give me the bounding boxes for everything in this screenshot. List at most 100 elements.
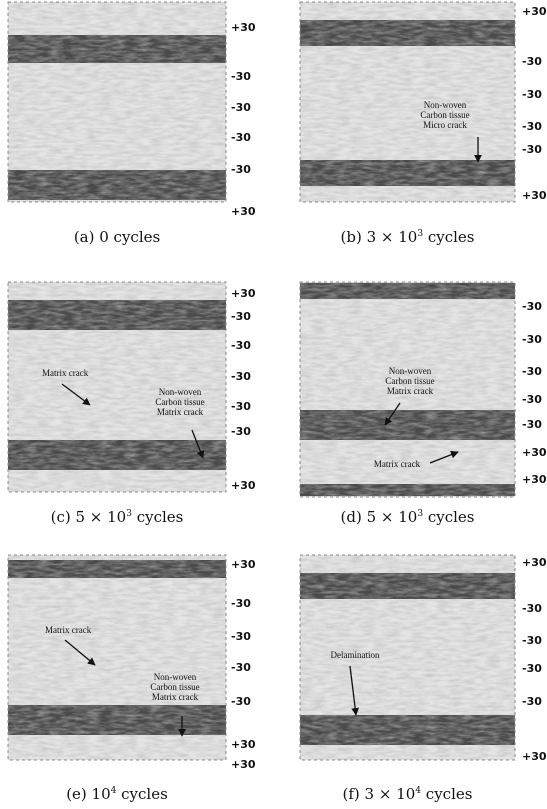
ply-label: -30: [231, 661, 251, 674]
ply-label: +30: [522, 750, 547, 763]
annotation-text: Non-woven: [159, 387, 202, 397]
ply-label: +30: [231, 479, 256, 492]
annotation-arrow: [384, 402, 401, 426]
caption-text: (a) 0 cycles: [74, 228, 160, 246]
caption-tail: cycles: [423, 508, 474, 526]
annotation-text: Carbon tissue: [155, 397, 204, 407]
micrograph-panel: +30 -30 -30 -30 -30 +30 +30 Matrix crack Non-wov…: [7, 554, 256, 803]
caption-tail: cycles: [423, 228, 474, 246]
ply-label: +30: [231, 205, 256, 218]
micrograph-texture: [300, 555, 515, 760]
annotation-text: Carbon tissue: [150, 682, 199, 692]
ply-label: -30: [522, 365, 542, 378]
caption-text: (c) 5 × 10: [51, 508, 127, 526]
caption-exponent: 3: [417, 509, 423, 519]
ply-label: +30: [522, 446, 547, 459]
annotation-text: Non-woven: [154, 672, 197, 682]
caption-tail: cycles: [421, 785, 472, 803]
annotation-text: Non-woven: [424, 100, 467, 110]
caption-exponent: 4: [415, 786, 421, 796]
annotation-arrow: [61, 383, 91, 406]
ply-label: -30: [231, 339, 251, 352]
ply-label: -30: [522, 300, 542, 313]
ply-label: +30: [231, 758, 256, 771]
ply-label: +30: [231, 738, 256, 751]
caption-exponent: 4: [111, 786, 117, 796]
ply-label: +30: [522, 189, 547, 202]
caption: (c) 5 × 103 cycles: [51, 508, 184, 526]
annotation-arrow: [64, 639, 96, 666]
caption-text: (f) 3 × 10: [343, 785, 416, 803]
ply-label: -30: [231, 597, 251, 610]
caption-exponent: 3: [126, 509, 132, 519]
ply-label: -30: [231, 310, 251, 323]
caption-tail: cycles: [116, 785, 167, 803]
annotation-text: Matrix crack: [45, 625, 92, 635]
ply-label: -30: [231, 425, 251, 438]
ply-label: -30: [231, 400, 251, 413]
micrograph-panel: +30 -30 -30 -30 -30 +30 Delamination (f) 3 × 10…: [299, 554, 547, 803]
caption: (a) 0 cycles: [74, 228, 160, 246]
micrograph-texture: [8, 2, 226, 202]
caption: (e) 104 cycles: [66, 785, 168, 803]
ply-label: -30: [522, 333, 542, 346]
micrograph-texture: [8, 555, 226, 760]
ply-label: -30: [522, 418, 542, 431]
annotation-text: Matrix crack: [374, 459, 421, 469]
annotation-text: Micro crack: [423, 120, 467, 130]
ply-label: -30: [231, 101, 251, 114]
ply-label: -30: [522, 695, 542, 708]
annotation-text: Delamination: [331, 650, 380, 660]
ply-label: -30: [231, 630, 251, 643]
annotation-arrow: [191, 429, 205, 459]
ply-label: -30: [231, 695, 251, 708]
annotation-text: Carbon tissue: [420, 110, 469, 120]
ply-label: -30: [231, 163, 251, 176]
annotation-text: Matrix crack: [157, 407, 204, 417]
ply-label: +30: [231, 558, 256, 571]
ply-label: -30: [522, 120, 542, 133]
micrograph-panel: +30 -30 -30 -30 -30 -30 +30 Matrix crack Non-wov…: [7, 281, 256, 526]
micrograph-frame: [299, 1, 516, 203]
micrograph-texture: [300, 282, 515, 497]
annotation-text: Non-woven: [389, 366, 432, 376]
micrograph-texture: [300, 2, 515, 202]
annotation-text: Matrix crack: [152, 692, 199, 702]
caption-text: (d) 5 × 10: [341, 508, 418, 526]
ply-label: -30: [522, 634, 542, 647]
micrograph-frame: [7, 554, 227, 761]
caption: (b) 3 × 103 cycles: [341, 228, 475, 246]
micrograph-frame: [7, 281, 227, 493]
annotation-arrow: [349, 665, 360, 716]
caption-text: (b) 3 × 10: [341, 228, 418, 246]
caption: (d) 5 × 103 cycles: [341, 508, 475, 526]
ply-label: -30: [522, 55, 542, 68]
ply-label: -30: [522, 662, 542, 675]
annotation-text: Matrix crack: [387, 386, 434, 396]
ply-label: -30: [231, 131, 251, 144]
annotation-text: Matrix crack: [42, 368, 89, 378]
caption: (f) 3 × 104 cycles: [343, 785, 473, 803]
micrograph-texture: [8, 282, 226, 492]
caption-exponent: 3: [417, 229, 423, 239]
ply-label: +30: [231, 287, 256, 300]
micrograph-frame: [299, 281, 516, 498]
ply-label: +30: [522, 5, 547, 18]
ply-label: -30: [231, 70, 251, 83]
micrograph-frame: [7, 1, 227, 203]
ply-label: -30: [522, 88, 542, 101]
annotation-arrow: [429, 450, 459, 464]
ply-label: -30: [522, 602, 542, 615]
ply-label: +30: [231, 21, 256, 34]
micrograph-panel: +30 -30 -30 -30 -30 +30 (a) 0 cycles: [7, 1, 256, 246]
ply-label: -30: [231, 370, 251, 383]
annotation-text: Carbon tissue: [385, 376, 434, 386]
caption-tail: cycles: [132, 508, 183, 526]
ply-label: +30: [522, 556, 547, 569]
ply-label: -30: [522, 393, 542, 406]
ply-label: -30: [522, 143, 542, 156]
